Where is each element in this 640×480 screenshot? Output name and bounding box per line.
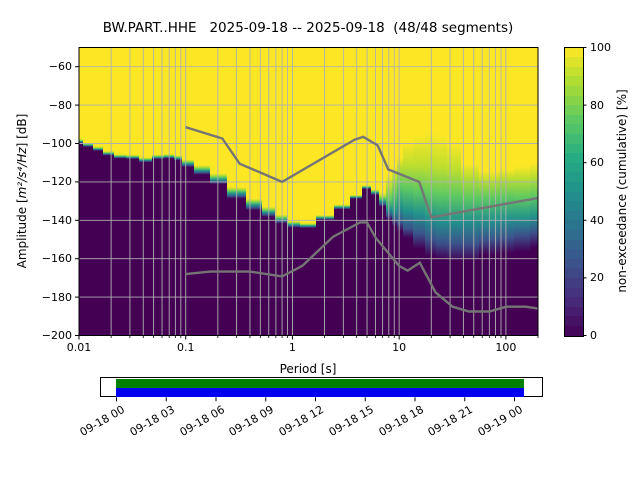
- colorbar-step: [565, 57, 583, 68]
- colorbar: [564, 46, 584, 337]
- colorbar-step: [565, 268, 583, 279]
- colorbar-step: [565, 133, 583, 144]
- x-tick-label: 10: [392, 341, 407, 354]
- colorbar-step: [565, 85, 583, 96]
- colorbar-step: [565, 47, 583, 58]
- colorbar-step: [565, 114, 583, 125]
- colorbar-step: [565, 105, 583, 116]
- colorbar-step: [565, 201, 583, 212]
- timeline-tick-label: 09-18 12: [276, 403, 326, 439]
- colorbar-step: [565, 143, 583, 154]
- plot-title: BW.PART..HHE 2025-09-18 -- 2025-09-18 (4…: [102, 20, 514, 36]
- colorbar-step: [565, 297, 583, 308]
- colorbar-tick-label: 40: [590, 213, 604, 227]
- timeline-coverage-top: [116, 378, 524, 388]
- timeline-tick-label: 09-18 09: [226, 403, 277, 439]
- x-tick-label: 0.01: [66, 341, 92, 354]
- y-tick-label: −180: [41, 290, 72, 304]
- colorbar-step: [565, 239, 583, 250]
- colorbar-tick-label: 60: [590, 156, 604, 170]
- timeline-tick-label: 09-18 06: [177, 403, 227, 439]
- timeline-tick-label: 09-18 15: [326, 403, 376, 439]
- y-tick-label: −80: [48, 98, 72, 112]
- x-tick-label: 1: [288, 341, 296, 354]
- colorbar-step: [565, 66, 583, 77]
- y-tick-label: −200: [41, 329, 72, 342]
- colorbar-step: [565, 229, 583, 240]
- colorbar-step: [565, 210, 583, 221]
- y-tick-label: −60: [48, 60, 72, 74]
- colorbar-step: [565, 316, 583, 327]
- x-tick-label: 100: [495, 341, 517, 354]
- y-tick-label: −160: [41, 252, 72, 266]
- x-tick-label: 0.1: [176, 341, 195, 354]
- timeline-tick-label: 09-18 03: [127, 403, 177, 439]
- colorbar-step: [565, 172, 583, 183]
- timeline-tick-label: 09-18 00: [77, 403, 127, 439]
- colorbar-step: [565, 277, 583, 288]
- colorbar-tick-label: 100: [590, 41, 611, 54]
- colorbar-tick-label: 20: [590, 271, 604, 285]
- colorbar-step: [565, 249, 583, 260]
- colorbar-step: [565, 191, 583, 202]
- y-tick-label: −140: [41, 213, 72, 227]
- y-tick-label: −120: [41, 175, 72, 189]
- timeline-tick-label: 09-18 18: [376, 403, 426, 439]
- timeline-coverage-bottom: [116, 387, 524, 397]
- x-axis-label: Period [s]: [279, 362, 337, 376]
- colorbar-tick-label: 0: [590, 329, 597, 342]
- colorbar-step: [565, 306, 583, 317]
- y-tick-label: −100: [41, 137, 72, 150]
- colorbar-tick-label: 80: [590, 98, 604, 112]
- colorbar-step: [565, 325, 583, 336]
- colorbar-step: [565, 258, 583, 269]
- colorbar-step: [565, 162, 583, 173]
- colorbar-step: [565, 95, 583, 106]
- colorbar-step: [565, 181, 583, 192]
- colorbar-step: [565, 287, 583, 298]
- timeline-tick-label: 09-18 21: [425, 403, 476, 439]
- colorbar-step: [565, 220, 583, 231]
- colorbar-step: [565, 76, 583, 87]
- colorbar-step: [565, 153, 583, 164]
- colorbar-step: [565, 124, 583, 135]
- timeline-tick-label: 09-19 00: [475, 403, 525, 439]
